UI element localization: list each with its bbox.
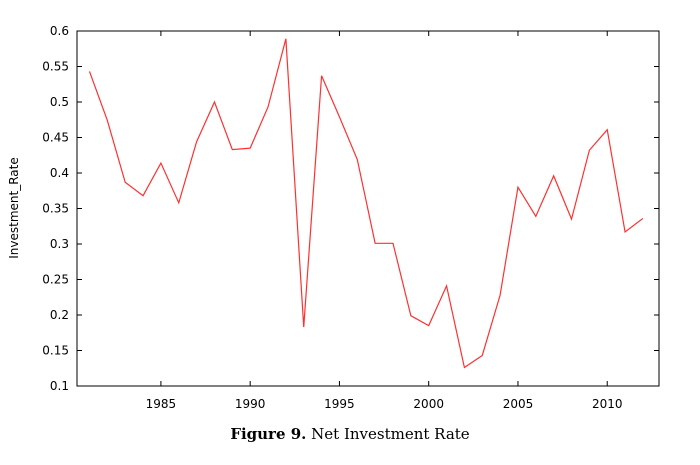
- y-tick-label: 0.6: [50, 24, 69, 38]
- y-axis-title: Investment_Rate: [7, 157, 21, 258]
- x-tick-label: 1985: [146, 397, 177, 411]
- y-tick-label: 0.45: [42, 131, 69, 145]
- caption-text: Net Investment Rate: [306, 425, 470, 443]
- x-axis: 1985 1990 1995 2000 2005 2010: [146, 31, 623, 411]
- x-tick-label: 1990: [235, 397, 266, 411]
- y-tick-label: 0.15: [42, 344, 69, 358]
- y-axis: 0.1 0.15 0.2 0.25 0.3 0.35 0.4 0.45 0.5 0.55 0.6: [42, 24, 659, 393]
- y-tick-label: 0.25: [42, 273, 69, 287]
- x-tick-label: 2010: [592, 397, 623, 411]
- x-tick-label: 2005: [503, 397, 534, 411]
- y-tick-label: 0.2: [50, 308, 69, 322]
- series-line: [88, 38, 644, 369]
- figure-caption: Figure 9. Net Investment Rate: [0, 425, 700, 443]
- series-layer: [88, 38, 644, 369]
- line-chart: 0.1 0.15 0.2 0.25 0.3 0.35 0.4 0.45 0.5 0.55 0.6 1…: [7, 24, 660, 411]
- caption-label: Figure 9.: [230, 425, 307, 443]
- y-tick-label: 0.3: [50, 237, 69, 251]
- x-tick-label: 2000: [413, 397, 444, 411]
- x-tick-label: 1995: [324, 397, 355, 411]
- y-tick-label: 0.35: [42, 202, 69, 216]
- y-tick-label: 0.5: [50, 95, 69, 109]
- y-tick-label: 0.4: [50, 166, 69, 180]
- y-tick-label: 0.55: [42, 60, 69, 74]
- y-tick-label: 0.1: [50, 379, 69, 393]
